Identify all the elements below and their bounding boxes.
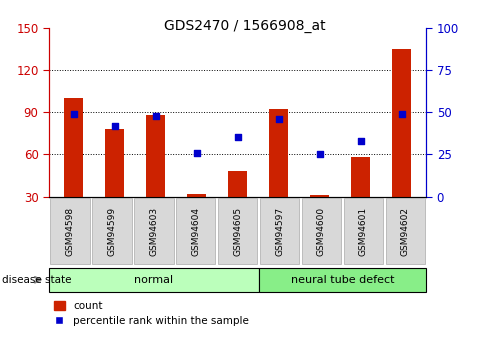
- Text: normal: normal: [134, 275, 173, 285]
- Text: disease state: disease state: [2, 275, 72, 285]
- Point: [357, 138, 365, 144]
- Text: GSM94604: GSM94604: [191, 207, 200, 256]
- Point: [316, 152, 323, 157]
- Bar: [311, 195, 329, 197]
- Text: GSM94603: GSM94603: [149, 207, 158, 256]
- Bar: [351, 157, 370, 197]
- Bar: [147, 115, 165, 197]
- Point: [111, 123, 119, 128]
- Text: GSM94597: GSM94597: [275, 207, 284, 256]
- Text: GSM94598: GSM94598: [66, 207, 74, 256]
- Bar: [270, 109, 288, 197]
- Bar: [187, 194, 206, 197]
- Text: neural tube defect: neural tube defect: [291, 275, 394, 285]
- Bar: [105, 129, 124, 197]
- Point: [398, 111, 406, 117]
- Bar: [228, 171, 247, 197]
- Text: GSM94605: GSM94605: [233, 207, 242, 256]
- Text: GDS2470 / 1566908_at: GDS2470 / 1566908_at: [164, 19, 326, 33]
- Bar: [64, 98, 83, 197]
- Point: [70, 111, 77, 117]
- Text: GSM94599: GSM94599: [107, 207, 117, 256]
- Legend: count, percentile rank within the sample: count, percentile rank within the sample: [54, 301, 249, 326]
- Point: [152, 113, 160, 118]
- Point: [234, 135, 242, 140]
- Text: GSM94600: GSM94600: [317, 207, 326, 256]
- Bar: [392, 49, 411, 197]
- Point: [193, 150, 200, 156]
- Point: [275, 116, 283, 122]
- Text: GSM94601: GSM94601: [359, 207, 368, 256]
- Text: GSM94602: GSM94602: [401, 207, 410, 256]
